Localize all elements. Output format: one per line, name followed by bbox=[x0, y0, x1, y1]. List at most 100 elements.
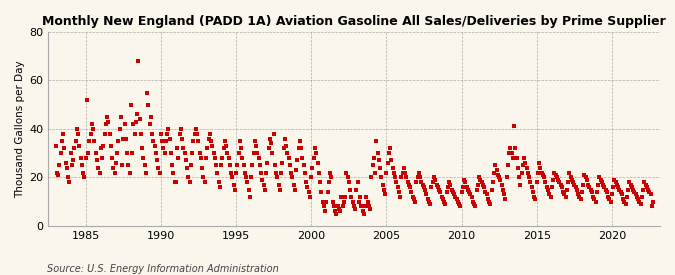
Point bbox=[304, 195, 315, 199]
Point bbox=[133, 59, 144, 63]
Point bbox=[537, 173, 548, 177]
Point bbox=[269, 163, 280, 167]
Point bbox=[275, 187, 286, 192]
Point bbox=[580, 175, 591, 180]
Point bbox=[72, 127, 82, 131]
Point bbox=[76, 163, 87, 167]
Point bbox=[575, 197, 586, 201]
Point bbox=[218, 146, 229, 150]
Point bbox=[594, 175, 605, 180]
Point bbox=[364, 207, 375, 211]
Point bbox=[69, 146, 80, 150]
Point bbox=[619, 199, 630, 204]
Point bbox=[107, 156, 117, 160]
Point bbox=[431, 183, 442, 187]
Point bbox=[645, 192, 656, 197]
Point bbox=[550, 173, 561, 177]
Point bbox=[213, 180, 224, 185]
Point bbox=[495, 178, 506, 182]
Point bbox=[167, 163, 178, 167]
Point bbox=[290, 187, 300, 192]
Point bbox=[574, 195, 585, 199]
Point bbox=[161, 139, 171, 143]
Point bbox=[266, 141, 277, 146]
Point bbox=[530, 197, 541, 201]
Point bbox=[54, 163, 65, 167]
Point bbox=[581, 178, 592, 182]
Point bbox=[194, 151, 205, 155]
Point bbox=[427, 180, 438, 185]
Point bbox=[441, 190, 452, 194]
Point bbox=[598, 183, 609, 187]
Point bbox=[246, 175, 256, 180]
Point bbox=[65, 151, 76, 155]
Point bbox=[373, 158, 384, 163]
Point bbox=[265, 136, 275, 141]
Point bbox=[90, 151, 101, 155]
Point bbox=[326, 175, 337, 180]
Point bbox=[477, 183, 488, 187]
Point bbox=[641, 185, 652, 189]
Point bbox=[227, 175, 238, 180]
Point bbox=[554, 180, 565, 185]
Point bbox=[433, 187, 444, 192]
Point bbox=[402, 180, 413, 185]
Point bbox=[113, 139, 124, 143]
Point bbox=[184, 180, 195, 185]
Point bbox=[566, 178, 577, 182]
Point bbox=[404, 183, 414, 187]
Point bbox=[247, 163, 258, 167]
Point bbox=[140, 170, 151, 175]
Point bbox=[261, 170, 271, 175]
Point bbox=[466, 195, 477, 199]
Point bbox=[421, 192, 432, 197]
Point bbox=[418, 185, 429, 189]
Point bbox=[363, 204, 374, 209]
Point bbox=[375, 166, 385, 170]
Point bbox=[196, 156, 207, 160]
Point bbox=[103, 119, 113, 124]
Point bbox=[569, 183, 580, 187]
Point bbox=[347, 199, 358, 204]
Point bbox=[174, 131, 185, 136]
Point bbox=[614, 187, 625, 192]
Point bbox=[98, 144, 109, 148]
Point bbox=[389, 170, 400, 175]
Point bbox=[491, 168, 502, 172]
Point bbox=[297, 156, 308, 160]
Point bbox=[78, 170, 88, 175]
Point bbox=[398, 170, 408, 175]
Point bbox=[276, 170, 287, 175]
Point bbox=[190, 127, 201, 131]
Point bbox=[620, 202, 631, 206]
Point bbox=[82, 98, 92, 102]
Point bbox=[108, 166, 119, 170]
Point bbox=[74, 144, 85, 148]
Point bbox=[199, 180, 210, 185]
Point bbox=[59, 146, 70, 150]
Point bbox=[559, 192, 570, 197]
Point bbox=[192, 131, 202, 136]
Point bbox=[279, 136, 290, 141]
Point bbox=[130, 119, 141, 124]
Point bbox=[476, 180, 487, 185]
Point bbox=[562, 187, 572, 192]
Point bbox=[560, 195, 571, 199]
Point bbox=[405, 185, 416, 189]
Point bbox=[537, 170, 547, 175]
Point bbox=[317, 199, 328, 204]
Point bbox=[350, 207, 360, 211]
Point bbox=[529, 195, 539, 199]
Point bbox=[105, 144, 116, 148]
Point bbox=[337, 204, 348, 209]
Point bbox=[372, 151, 383, 155]
Point bbox=[143, 103, 154, 107]
Point bbox=[248, 151, 259, 155]
Point bbox=[332, 204, 343, 209]
Point bbox=[600, 187, 611, 192]
Point bbox=[362, 199, 373, 204]
Point bbox=[64, 180, 75, 185]
Point bbox=[525, 180, 536, 185]
Point bbox=[622, 195, 632, 199]
Point bbox=[472, 183, 483, 187]
